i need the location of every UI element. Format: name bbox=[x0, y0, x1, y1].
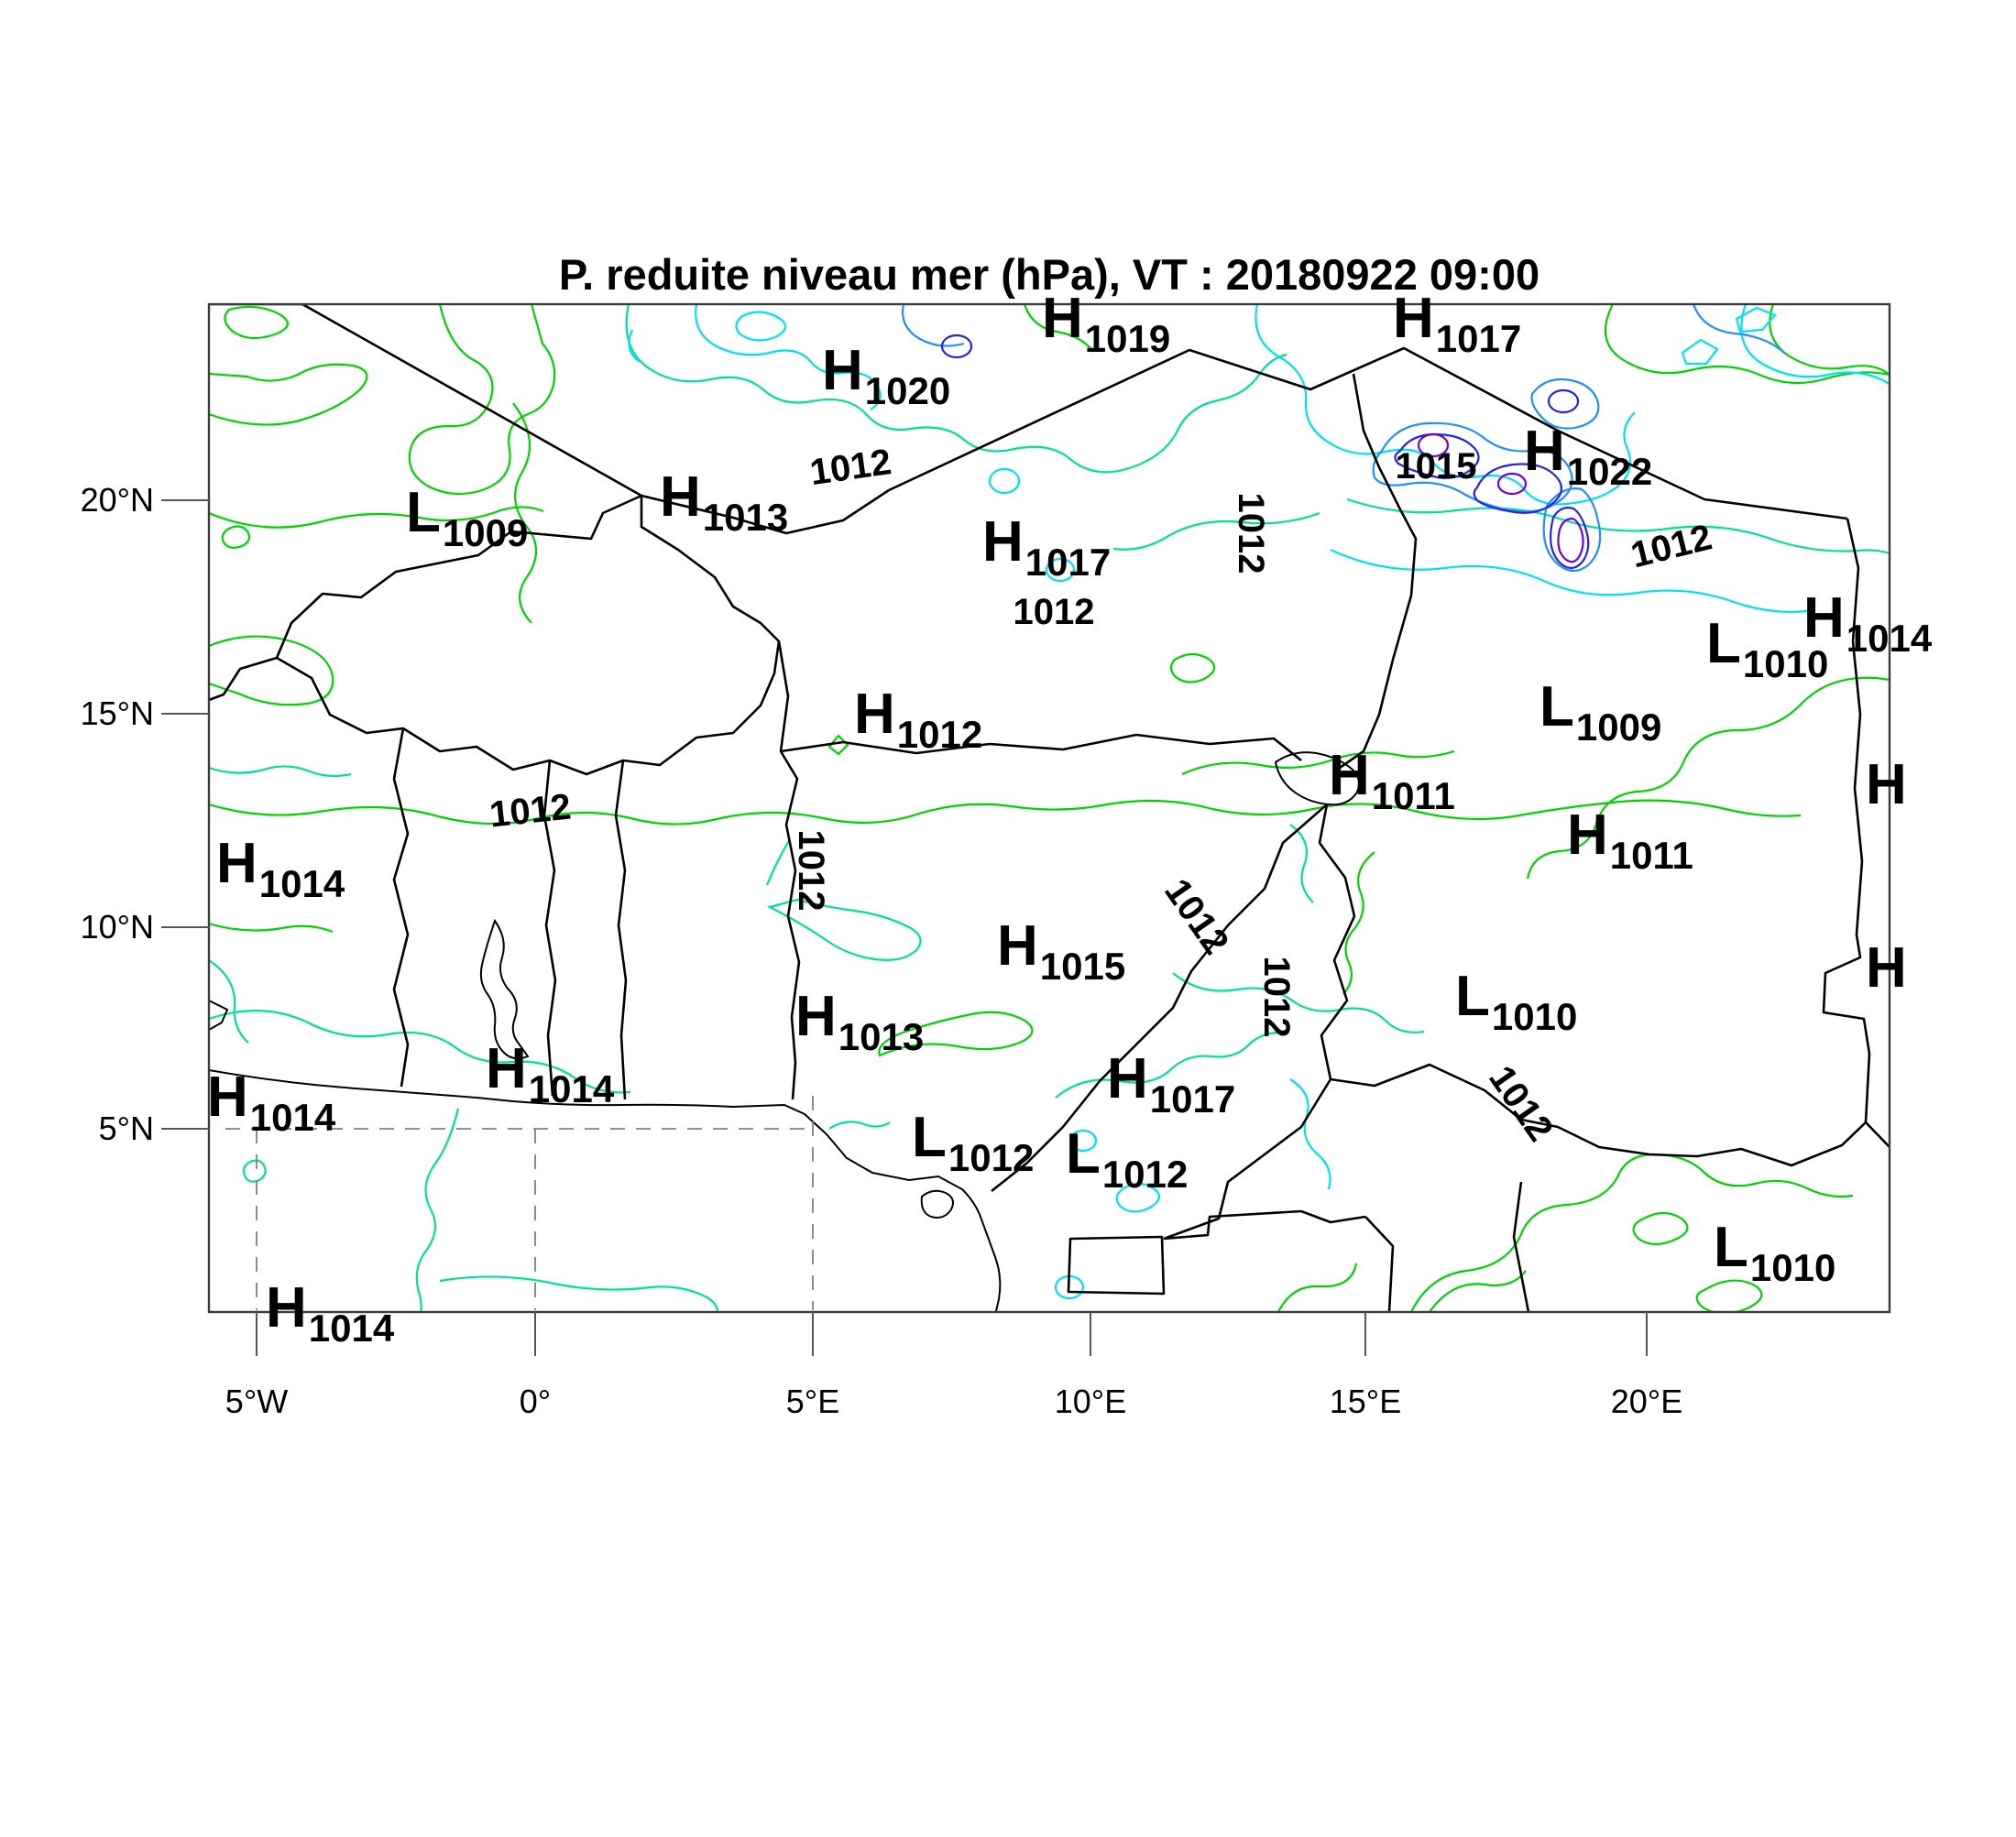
y-tick-label: 15°N bbox=[81, 694, 154, 732]
x-tick-label: 5°W bbox=[225, 1383, 288, 1420]
pressure-center-h1017: H1017 bbox=[1393, 287, 1521, 360]
y-tick-label: 5°N bbox=[99, 1110, 154, 1147]
pressure-center-l1010: L1010 bbox=[1714, 1216, 1835, 1289]
pressure-center-h1014: H1014 bbox=[216, 832, 345, 905]
contour-value-label: 1012 bbox=[1231, 493, 1271, 574]
pressure-center-h1013: H1013 bbox=[660, 465, 788, 539]
pressure-center-h1017: H1017 bbox=[1107, 1047, 1235, 1121]
x-tick-label: 20°E bbox=[1611, 1383, 1682, 1420]
pressure-center-h1019: H1019 bbox=[1042, 287, 1170, 360]
pressure-center-h1017: H1017 bbox=[982, 510, 1111, 584]
map-title: P. reduite niveau mer (hPa), VT : 201809… bbox=[559, 250, 1539, 299]
pressure-center-h1012: H1012 bbox=[854, 683, 982, 756]
contour-value-label: 1012 bbox=[791, 830, 831, 912]
contour-value-label: 1015 bbox=[1396, 446, 1477, 487]
contour-value-label: 1012 bbox=[1481, 1058, 1561, 1148]
x-tick-label: 0° bbox=[520, 1383, 551, 1420]
x-axis: 5°W 0° 5°E 10°E 15°E 20°E bbox=[225, 1312, 1682, 1420]
y-axis: 20°N 15°N 10°N 5°N bbox=[81, 481, 209, 1147]
pressure-center-hedge: H bbox=[1866, 936, 1907, 1000]
y-tick-label: 20°N bbox=[81, 481, 154, 519]
contour-value-label: 1012 bbox=[807, 442, 893, 493]
contour-value-label: 1012 bbox=[488, 787, 573, 836]
pressure-center-h1011: H1011 bbox=[1329, 744, 1455, 817]
y-tick-label: 10°N bbox=[81, 908, 154, 946]
contour-value-label: 1012 bbox=[1156, 871, 1236, 961]
pressure-center-l1012: L1012 bbox=[912, 1106, 1034, 1179]
pressure-center-l1010: L1010 bbox=[1706, 612, 1828, 685]
pressure-center-h1014: H1014 bbox=[486, 1037, 615, 1110]
spring-isobars bbox=[209, 304, 1890, 1312]
map-frame bbox=[207, 302, 1891, 1314]
coastline bbox=[209, 751, 1361, 1312]
country-borders bbox=[209, 304, 1890, 1312]
pressure-center-h1015: H1015 bbox=[997, 914, 1125, 988]
pressure-center-h1022: H1022 bbox=[1524, 420, 1652, 493]
contour-labels: 1012 1012 1015 1012 1012 1012 1012 1012 1012 1012 bbox=[488, 442, 1715, 1148]
pressure-center-l1009: L1009 bbox=[406, 481, 528, 554]
pressure-center-h1020: H1020 bbox=[822, 339, 950, 412]
x-tick-label: 5°E bbox=[786, 1383, 839, 1420]
pressure-center-h1014: H1014 bbox=[1803, 586, 1933, 660]
green-isobars bbox=[209, 304, 1890, 1312]
cyan-isobars bbox=[628, 304, 1890, 1300]
pressure-center-h1011: H1011 bbox=[1567, 804, 1693, 877]
pressure-center-l1010: L1010 bbox=[1455, 965, 1577, 1038]
contour-value-label: 1012 bbox=[1013, 592, 1095, 632]
pressure-center-h1014: H1014 bbox=[266, 1276, 395, 1350]
contour-value-label: 1012 bbox=[1256, 957, 1297, 1038]
x-tick-label: 10°E bbox=[1055, 1383, 1126, 1420]
x-tick-label: 15°E bbox=[1330, 1383, 1401, 1420]
pressure-center-h1014: H1014 bbox=[207, 1066, 336, 1139]
graticule-dashed bbox=[225, 1096, 814, 1310]
blue-isobars bbox=[902, 304, 1786, 573]
pressure-center-l1009: L1009 bbox=[1539, 675, 1661, 749]
pressure-center-l1012: L1012 bbox=[1066, 1122, 1188, 1196]
pressure-center-hedge: H bbox=[1866, 753, 1907, 816]
contour-value-label: 1012 bbox=[1627, 517, 1715, 575]
pressure-center-h1013: H1013 bbox=[795, 985, 924, 1058]
